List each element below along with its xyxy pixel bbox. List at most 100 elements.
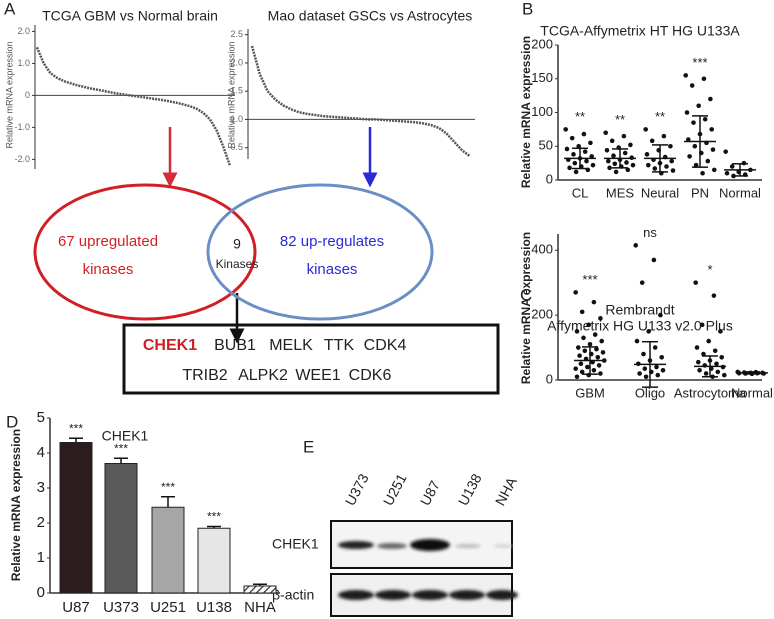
- data-point: [646, 162, 651, 168]
- chart-title: Mao dataset GSCs vs Astrocytes: [268, 8, 473, 24]
- data-point: [604, 148, 610, 153]
- sd-bar: [692, 115, 708, 168]
- sd-bar: [652, 144, 668, 173]
- data-point: [579, 369, 585, 375]
- data-point: [651, 257, 657, 263]
- y-tick-label: 2.5: [230, 29, 243, 39]
- venn-text: 9: [233, 236, 241, 252]
- data-point: [596, 363, 602, 368]
- data-point: [644, 152, 650, 157]
- significance: ***: [114, 441, 128, 455]
- data-point: [712, 348, 718, 354]
- data-point: [585, 364, 590, 370]
- data-point: [686, 137, 691, 142]
- data-point: [661, 133, 667, 139]
- data-point: [622, 150, 628, 156]
- data-point: [587, 342, 593, 347]
- lane-label: U251: [380, 471, 410, 508]
- gene: WEE1: [295, 367, 340, 384]
- data-point: [584, 158, 589, 164]
- data-point: [693, 162, 699, 168]
- data-point: [591, 367, 597, 373]
- gene: TTK: [324, 337, 355, 354]
- data-point: [576, 143, 581, 149]
- data-point: [705, 158, 711, 164]
- data-point: [701, 351, 706, 357]
- y-tick-label: 0: [546, 171, 553, 186]
- data-point: [658, 312, 663, 318]
- error-bar: [253, 583, 267, 586]
- data-point: [572, 160, 578, 166]
- data-point: [569, 135, 575, 141]
- data-point: [643, 127, 648, 132]
- data-point: [664, 164, 669, 169]
- data-point: [642, 366, 648, 371]
- gene-box: [122, 323, 500, 395]
- data-point: [633, 243, 638, 248]
- data-point: [660, 367, 666, 373]
- significance: ***: [692, 55, 707, 70]
- y-tick-label: 100: [531, 104, 553, 119]
- x-tick-label: Oligo: [635, 385, 665, 400]
- data-point: [621, 133, 627, 139]
- y-tick-label: 1.0: [17, 58, 30, 68]
- gene: TRIB2: [182, 367, 227, 384]
- data-point: [612, 161, 618, 167]
- panel-label: A: [4, 0, 16, 18]
- data-point: [715, 369, 721, 375]
- data-point: [719, 354, 724, 360]
- significance: ***: [69, 421, 83, 435]
- panel-label: E: [303, 437, 314, 456]
- data-point: [702, 116, 708, 122]
- data-point: [586, 322, 591, 328]
- data-point: [714, 361, 719, 367]
- sd-bar: [744, 371, 760, 375]
- data-point: [703, 371, 709, 376]
- data-point: [697, 367, 702, 373]
- chart-title: TCGA GBM vs Normal brain: [42, 8, 218, 24]
- data-point: [723, 149, 728, 154]
- row-label: β-actin: [272, 587, 314, 603]
- y-tick-label: 1: [37, 549, 45, 566]
- x-tick-label: CL: [572, 185, 589, 200]
- y-axis-label: Relative mRNA expression: [226, 41, 236, 148]
- panel-label: B: [522, 0, 533, 18]
- data-point: [718, 329, 723, 334]
- data-point: [581, 335, 586, 341]
- data-point: [700, 170, 705, 176]
- data-point: [589, 154, 594, 159]
- data-point: [709, 127, 714, 132]
- error-bar: [69, 437, 83, 443]
- y-tick-label: 50: [539, 138, 553, 153]
- data-point: [696, 103, 701, 109]
- data-point: [689, 83, 695, 88]
- gene: BUB1: [214, 337, 256, 354]
- y-tick-label: 1.5: [230, 86, 243, 96]
- venn-right: [206, 183, 434, 321]
- data-point: [578, 361, 584, 367]
- bar: [104, 463, 138, 594]
- row-label: CHEK1: [272, 536, 319, 552]
- significance: **: [575, 109, 585, 124]
- panel-label: D: [6, 412, 18, 431]
- y-tick-label: 200: [531, 307, 553, 322]
- bar: [197, 527, 231, 594]
- data-point: [724, 170, 730, 176]
- gene: CDK6: [349, 367, 392, 384]
- data-point: [625, 167, 631, 173]
- venn-left: [33, 183, 257, 321]
- gene: CDK4: [364, 337, 407, 354]
- chart-title: TCGA-Affymetrix HT HG U133A: [540, 23, 740, 39]
- y-tick-label: 2.0: [230, 57, 243, 67]
- data-point: [591, 299, 597, 305]
- data-point: [637, 371, 642, 376]
- sd-bar: [582, 346, 598, 375]
- data-point: [576, 345, 581, 350]
- data-point: [655, 372, 661, 378]
- x-tick-label: MES: [606, 185, 635, 200]
- data-point: [708, 96, 713, 102]
- y-tick-label: 0: [546, 371, 553, 386]
- data-point: [574, 374, 580, 380]
- data-point: [613, 169, 619, 175]
